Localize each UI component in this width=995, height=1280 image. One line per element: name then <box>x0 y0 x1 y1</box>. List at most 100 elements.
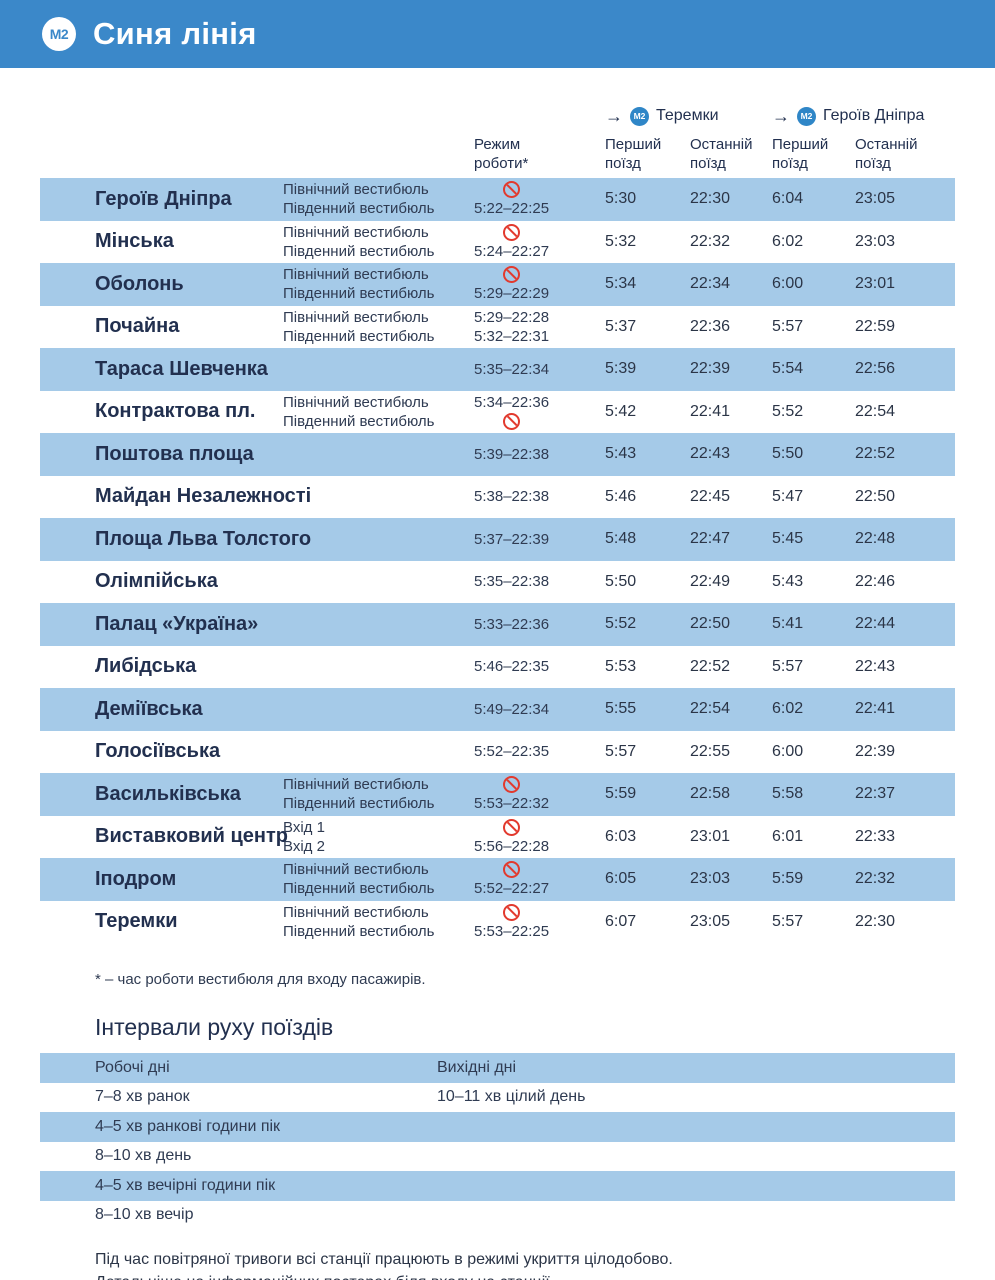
interval-row: 8–10 хв вечір <box>40 1201 955 1231</box>
vestibule-list: Північний вестибюль Південний вестибюль <box>283 903 474 941</box>
vestibule-list: Північний вестибюль Південний вестибюль <box>283 393 474 431</box>
line-header: M2 Синя лінія <box>0 0 995 68</box>
first-train-to-heroiv-dnipra: 6:02 <box>772 700 804 718</box>
last-train-to-teremky: 22:50 <box>690 615 731 633</box>
entrance-label: Північний вестибюль <box>283 903 429 921</box>
first-train-to-teremky: 5:42 <box>605 402 637 420</box>
regime-time: 5:24–22:27 <box>474 242 550 260</box>
last-train-to-heroiv-dnipra: 22:33 <box>855 827 896 845</box>
entrance-label: Північний вестибюль <box>283 266 429 284</box>
table-row: Тараса Шевченка 5:35–22:34 5:39 22:39 5:… <box>40 348 955 391</box>
regime-cell: 5:53–22:32 <box>474 775 605 813</box>
no-entry-icon <box>503 412 521 430</box>
regime-stack: 5:53–22:32 <box>474 775 549 813</box>
last-train-to-teremky: 22:30 <box>690 190 731 208</box>
first-train-to-heroiv-dnipra: 5:50 <box>772 445 804 463</box>
no-entry-icon <box>503 266 521 284</box>
first-train-to-heroiv-dnipra: 5:54 <box>772 360 804 378</box>
intervals-heading: Інтервали руху поїздів <box>95 1014 334 1040</box>
entrance-label: Північний вестибюль <box>283 861 429 879</box>
regime-time: 5:29–22:28 <box>474 308 550 326</box>
entrance-label: Південний вестибюль <box>283 327 435 345</box>
first-train-to-heroiv-dnipra: 5:57 <box>772 912 804 930</box>
last-train-to-heroiv-dnipra: 22:37 <box>855 785 896 803</box>
regime-stack: 5:56–22:28 <box>474 818 549 856</box>
interval-weekday-value: 4–5 хв вечірні години пік <box>95 1176 276 1194</box>
vestibule-list: Північний вестибюль Південний вестибюль <box>283 223 474 261</box>
first-train-to-teremky: 6:05 <box>605 870 637 888</box>
table-row: Іподром Північний вестибюль Південний вес… <box>40 858 955 901</box>
m2-station-badge: M2 <box>797 106 816 126</box>
last-train-to-heroiv-dnipra: 22:43 <box>855 657 896 675</box>
first-train-to-heroiv-dnipra: 5:58 <box>772 785 804 803</box>
regime-time: 5:52–22:35 <box>474 743 550 761</box>
regime-stack: 5:37–22:39 <box>474 530 549 549</box>
table-row: Поштова площа 5:39–22:38 5:43 22:43 5:50… <box>40 433 955 476</box>
regime-stack: 5:39–22:38 <box>474 445 549 464</box>
no-entry-icon <box>503 903 521 921</box>
station-name: Поштова площа <box>95 442 254 465</box>
regime-stack: 5:52–22:27 <box>474 860 549 898</box>
regime-time: 5:53–22:32 <box>474 795 550 813</box>
entrance-label: Північний вестибюль <box>283 393 429 411</box>
m2-line-badge-label: M2 <box>49 26 69 42</box>
table-row: Площа Льва Толстого 5:37–22:39 5:48 22:4… <box>40 518 955 561</box>
regime-cell: 5:29–22:28 5:32–22:31 <box>474 308 605 346</box>
first-train-to-teremky: 5:32 <box>605 232 637 250</box>
station-name: Васильківська <box>95 782 241 805</box>
m2-line-badge: M2 <box>42 17 76 51</box>
first-train-to-teremky: 6:03 <box>605 827 637 845</box>
air-alarm-notice-line1: Під час повітряної тривоги всі станції п… <box>95 1251 673 1268</box>
first-train-to-teremky: 5:48 <box>605 530 637 548</box>
entrance-label: Північний вестибюль <box>283 223 429 241</box>
direction-header-row: → M2 Теремки → M2 Героїв Дніпра <box>40 104 955 128</box>
regime-cell: 5:52–22:27 <box>474 860 605 898</box>
regime-stack: 5:49–22:34 <box>474 700 549 719</box>
first-train-header-teremky: Перший поїзд <box>605 136 662 172</box>
regime-stack: 5:24–22:27 <box>474 223 549 261</box>
regime-stack: 5:52–22:35 <box>474 742 549 761</box>
last-train-to-teremky: 22:41 <box>690 402 731 420</box>
regime-time: 5:35–22:38 <box>474 573 550 591</box>
first-train-to-heroiv-dnipra: 6:01 <box>772 827 804 845</box>
station-name: Либідська <box>95 655 197 678</box>
m2-station-badge-label: M2 <box>800 111 813 121</box>
entrance-label: Північний вестибюль <box>283 181 429 199</box>
station-name: Виставковий центр <box>95 825 288 848</box>
first-train-to-heroiv-dnipra: 5:47 <box>772 487 804 505</box>
last-train-to-teremky: 22:58 <box>690 785 731 803</box>
regime-cell: 5:52–22:35 <box>474 742 605 761</box>
last-train-to-heroiv-dnipra: 23:05 <box>855 190 896 208</box>
table-row: Майдан Незалежності 5:38–22:38 5:46 22:4… <box>40 476 955 519</box>
regime-time: 5:49–22:34 <box>474 700 550 718</box>
entrance-label: Вхід 2 <box>283 837 325 855</box>
table-row: Олімпійська 5:35–22:38 5:50 22:49 5:43 2… <box>40 561 955 604</box>
last-train-to-teremky: 22:43 <box>690 445 731 463</box>
regime-time: 5:53–22:25 <box>474 922 550 940</box>
last-train-to-teremky: 22:39 <box>690 360 731 378</box>
station-name: Почайна <box>95 315 180 338</box>
last-train-to-teremky: 22:45 <box>690 487 731 505</box>
interval-weekday-value: 8–10 хв день <box>95 1147 192 1165</box>
no-entry-icon <box>503 861 521 879</box>
table-row: Теремки Північний вестибюль Південний вес… <box>40 901 955 944</box>
last-train-to-heroiv-dnipra: 23:03 <box>855 232 896 250</box>
regime-time: 5:32–22:31 <box>474 327 550 345</box>
last-train-to-heroiv-dnipra: 23:01 <box>855 275 896 293</box>
regime-stack: 5:29–22:29 <box>474 265 549 303</box>
first-train-to-teremky: 5:43 <box>605 445 637 463</box>
first-train-to-teremky: 5:46 <box>605 487 637 505</box>
regime-stack: 5:46–22:35 <box>474 657 549 676</box>
schedule-content: → M2 Теремки → M2 Героїв Дніпра Режим ро… <box>0 104 995 1280</box>
last-train-to-heroiv-dnipra: 22:56 <box>855 360 896 378</box>
no-entry-icon <box>503 818 521 836</box>
air-alarm-notice-line2: Детальніше на інформаційних постерах біл… <box>95 1274 554 1280</box>
station-name: Палац «Україна» <box>95 612 259 635</box>
first-train-to-teremky: 6:07 <box>605 912 637 930</box>
regime-stack: 5:35–22:38 <box>474 572 549 591</box>
last-train-to-teremky: 22:32 <box>690 232 731 250</box>
last-train-to-teremky: 23:03 <box>690 870 731 888</box>
first-train-to-heroiv-dnipra: 5:59 <box>772 870 804 888</box>
table-row: Палац «Україна» 5:33–22:36 5:52 22:50 5:… <box>40 603 955 646</box>
interval-row: 4–5 хв вечірні години пік <box>40 1171 955 1201</box>
